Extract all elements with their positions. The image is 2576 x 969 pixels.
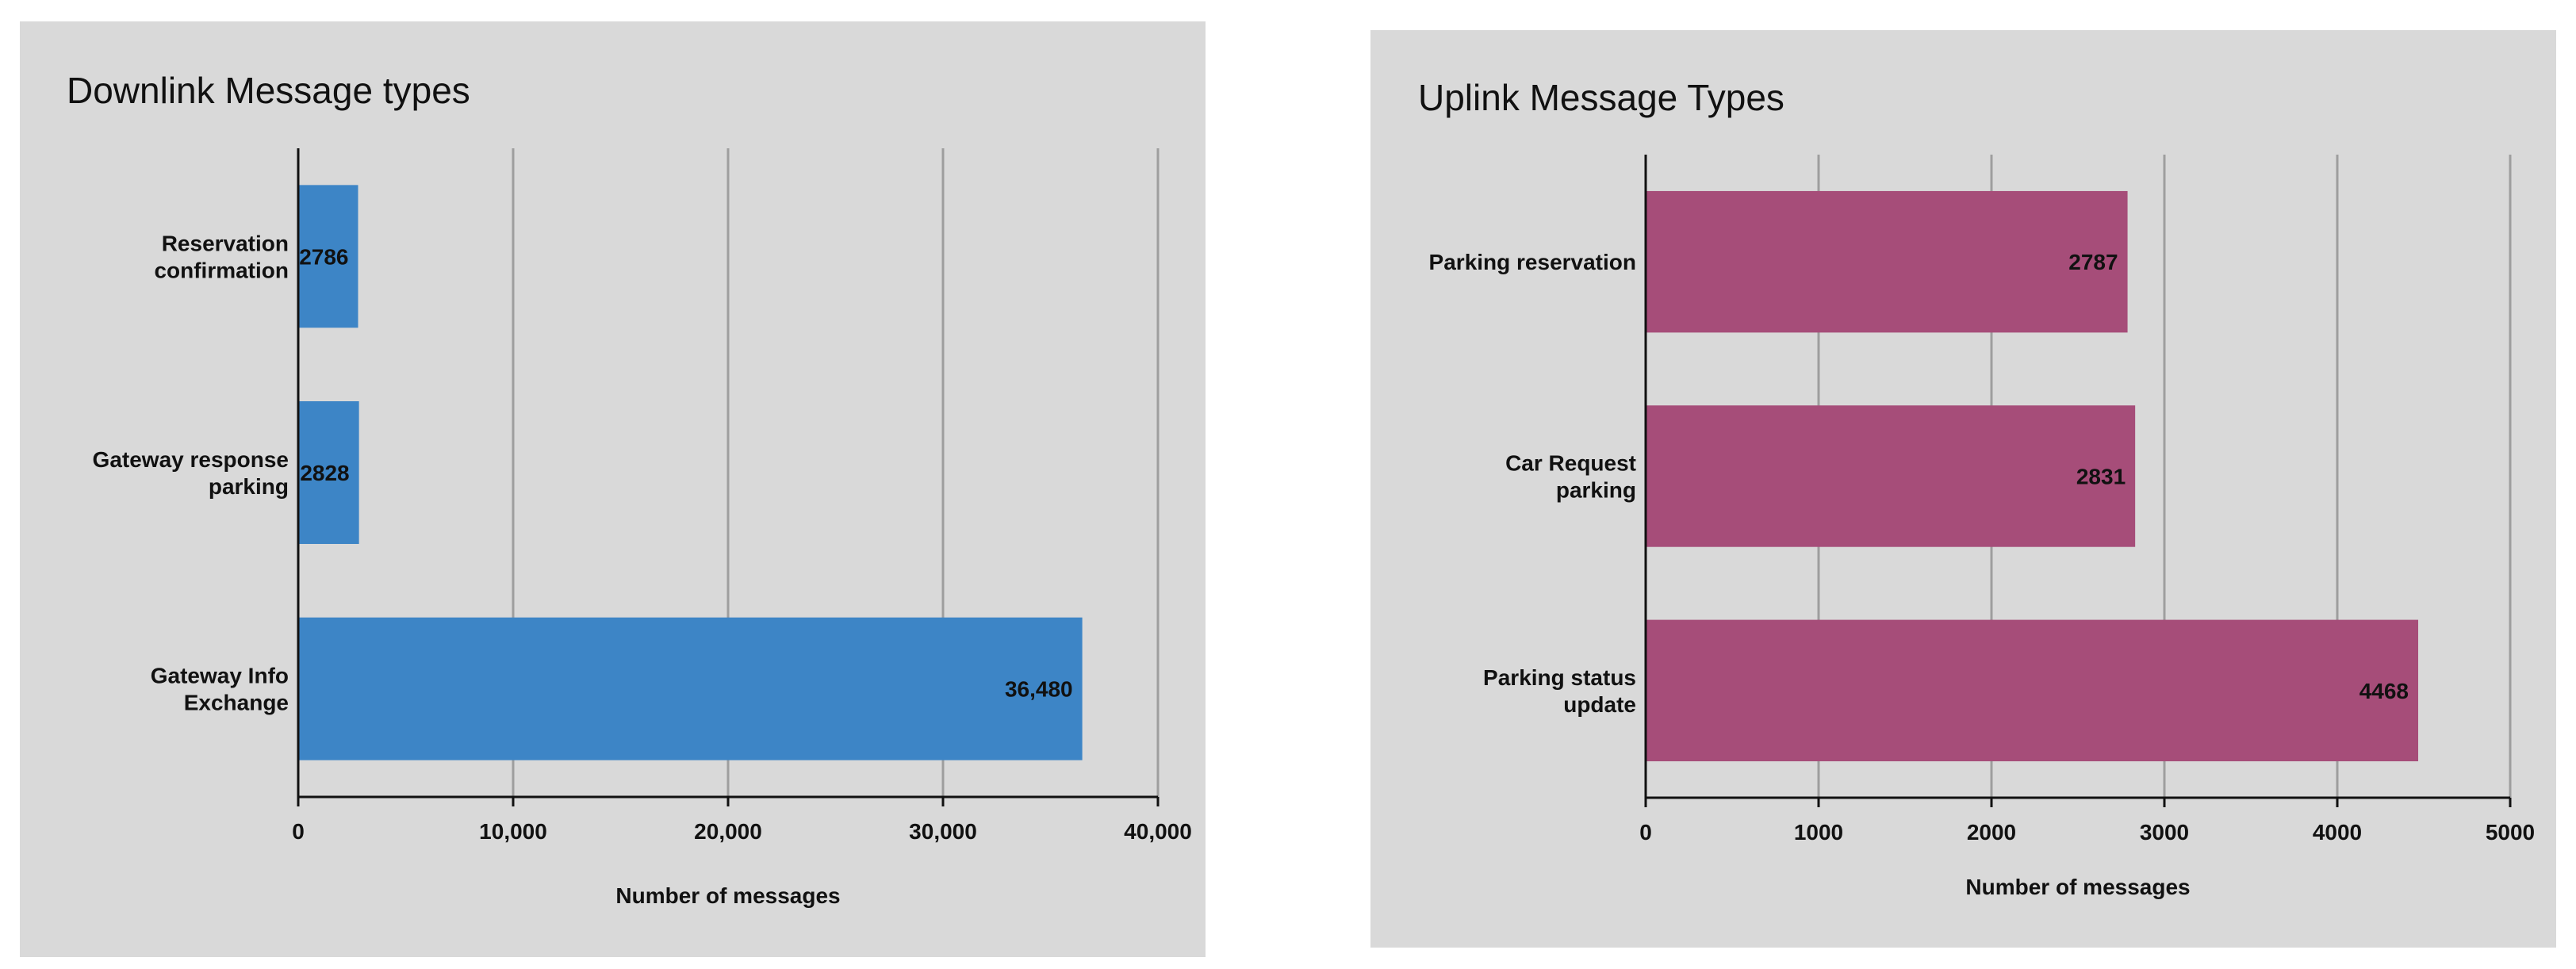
chart-title: Uplink Message Types: [1418, 77, 1784, 118]
x-axis-title: Number of messages: [615, 883, 840, 908]
x-tick-label: 3000: [2140, 820, 2189, 845]
data-label: 36,480: [1005, 677, 1073, 702]
downlink-chart-panel: Downlink Message types Reservation confirm…: [20, 21, 1206, 957]
data-label: 2828: [300, 461, 349, 485]
x-axis-title: Number of messages: [1965, 875, 2190, 899]
bar: [298, 617, 1083, 760]
x-tick-label: 30,000: [909, 819, 977, 844]
category-label: Gateway Info Exchange: [151, 664, 289, 715]
category-label: Reservation confirmation: [154, 231, 289, 282]
data-label: 2786: [299, 244, 348, 269]
chart-title: Downlink Message types: [67, 70, 470, 111]
category-label: Parking reservation: [1429, 250, 1636, 274]
x-tick-label: 5000: [2486, 820, 2535, 845]
category-label: Parking status update: [1483, 665, 1636, 717]
bar: [1646, 190, 2128, 333]
uplink-chart-panel: Uplink Message Types Parking reservation 2…: [1370, 30, 2556, 948]
downlink-chart: Downlink Message types Reservation confirm…: [67, 70, 1192, 908]
x-tick-label: 0: [292, 819, 305, 844]
uplink-chart: Uplink Message Types Parking reservation 2…: [1418, 77, 2535, 899]
data-label: 4468: [2359, 679, 2409, 703]
data-label: 2831: [2076, 465, 2126, 489]
bar: [1646, 619, 2419, 762]
x-tick-label: 20,000: [694, 819, 762, 844]
x-tick-label: 4000: [2313, 820, 2362, 845]
x-tick-label: 2000: [1967, 820, 2016, 845]
x-tick-label: 1000: [1794, 820, 1843, 845]
data-label: 2787: [2068, 250, 2118, 274]
x-tick-label: 40,000: [1124, 819, 1192, 844]
category-label: Gateway response parking: [93, 447, 289, 499]
bar: [298, 185, 358, 328]
x-tick-label: 10,000: [479, 819, 547, 844]
bar: [1646, 405, 2136, 547]
bar: [298, 401, 359, 544]
category-label: Car Request parking: [1505, 451, 1636, 503]
x-tick-label: 0: [1639, 820, 1652, 845]
